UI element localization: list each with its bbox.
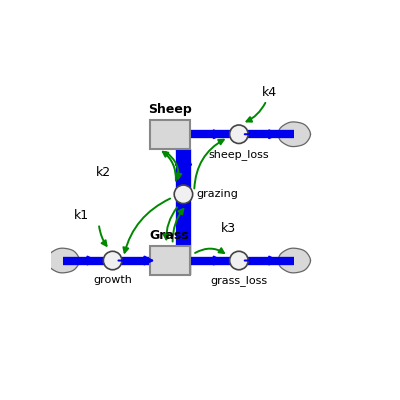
- Circle shape: [230, 251, 248, 270]
- Polygon shape: [278, 122, 310, 146]
- FancyBboxPatch shape: [150, 246, 190, 275]
- Circle shape: [174, 185, 193, 204]
- Text: sheep_loss: sheep_loss: [208, 149, 269, 160]
- Text: k4: k4: [262, 86, 277, 99]
- Polygon shape: [278, 248, 310, 273]
- Text: k1: k1: [74, 209, 89, 222]
- Text: grass_loss: grass_loss: [210, 275, 268, 286]
- Text: Sheep: Sheep: [148, 103, 192, 116]
- FancyBboxPatch shape: [150, 120, 190, 149]
- Text: k2: k2: [96, 166, 111, 179]
- Text: Grass: Grass: [150, 229, 189, 242]
- Text: growth: growth: [93, 275, 132, 285]
- Text: k3: k3: [220, 222, 236, 235]
- Polygon shape: [48, 248, 80, 273]
- Circle shape: [230, 125, 248, 144]
- Text: grazing: grazing: [196, 189, 238, 199]
- Circle shape: [103, 251, 122, 270]
